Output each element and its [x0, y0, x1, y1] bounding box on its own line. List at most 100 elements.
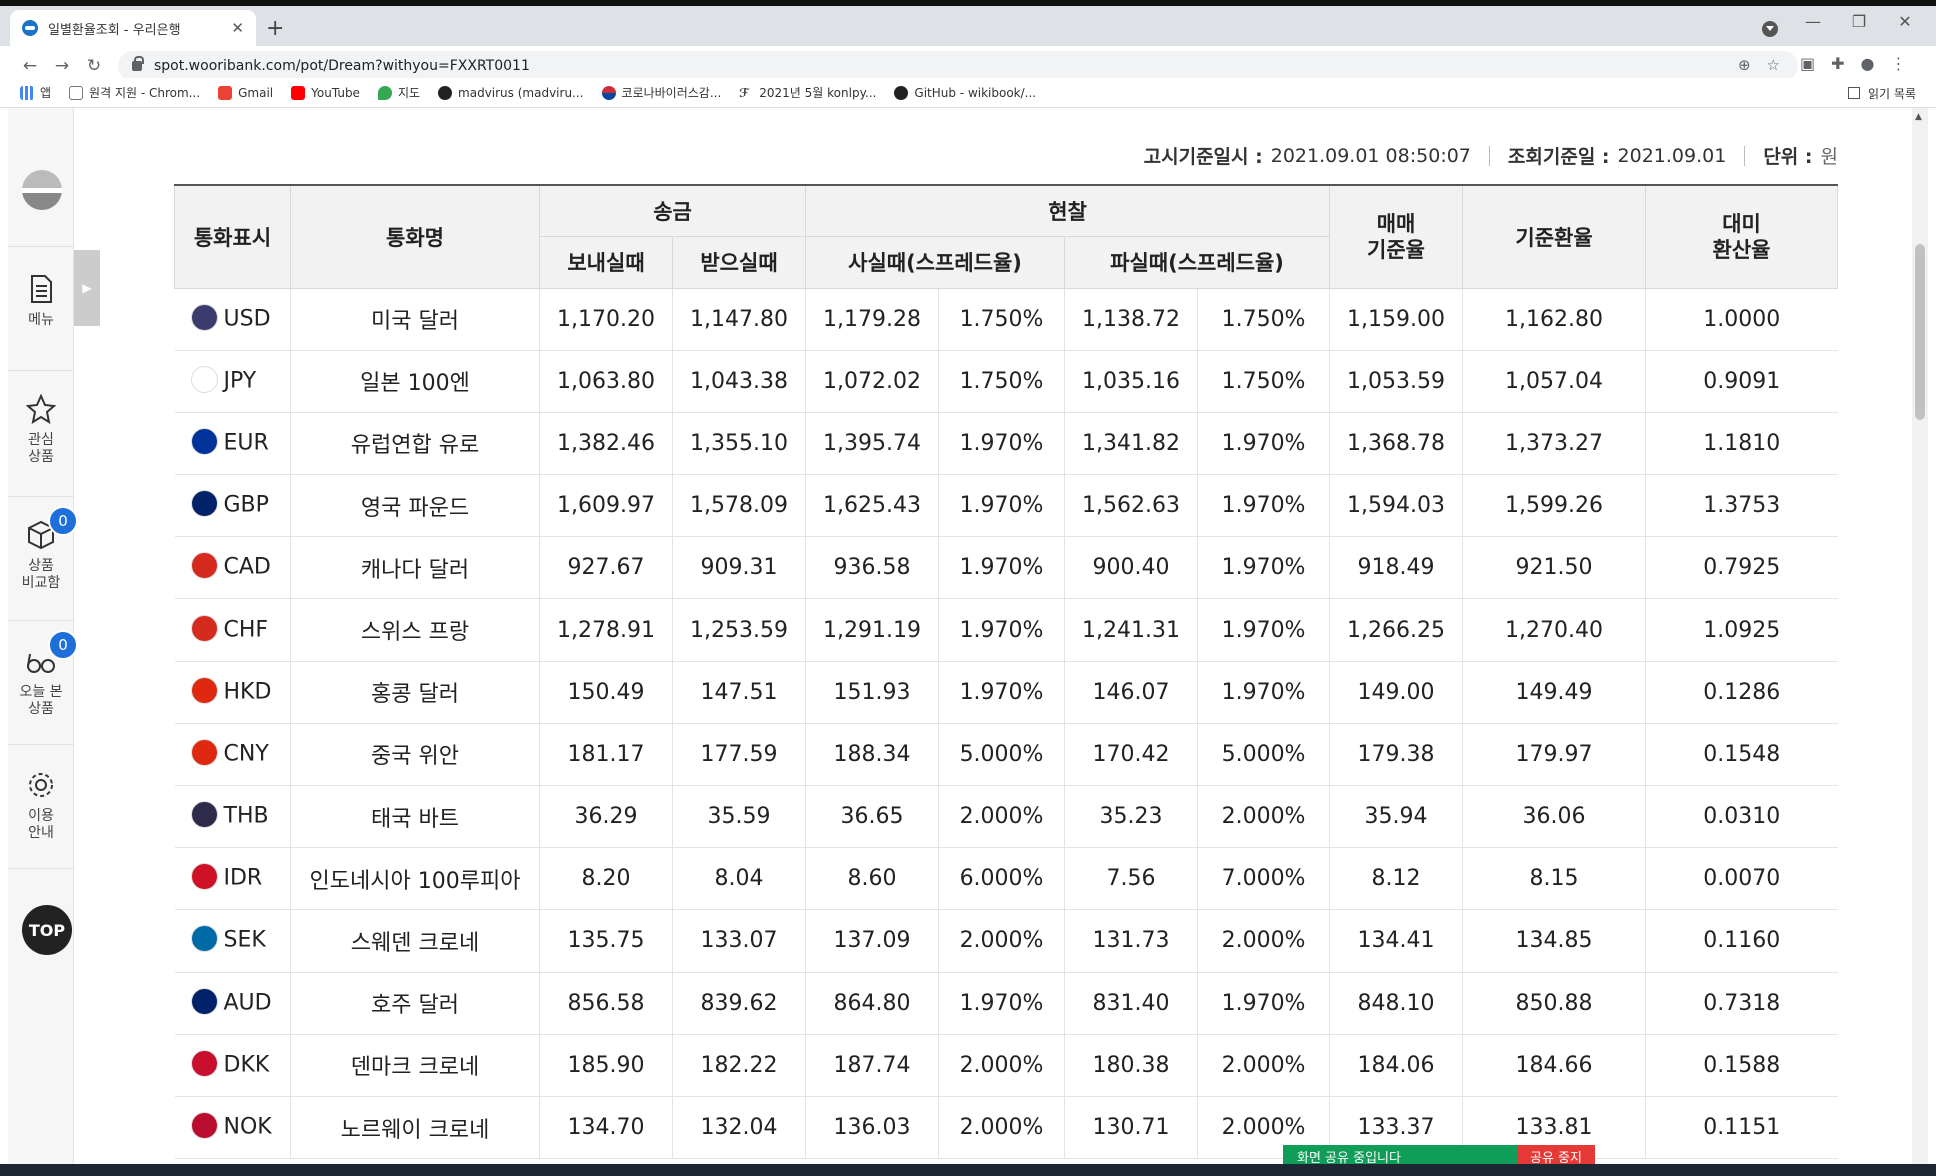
- rail-menu[interactable]: 메뉴: [8, 274, 74, 329]
- rate-cell-usd: 0.1151: [1645, 1096, 1838, 1160]
- tab-search-icon[interactable]: [1762, 21, 1778, 37]
- window-close-icon[interactable]: ✕: [1898, 12, 1912, 31]
- rate-cell-buy_sp: 1.750%: [938, 288, 1065, 351]
- notice-time-label: 고시기준일시 :: [1143, 146, 1263, 168]
- back-icon[interactable]: ←: [22, 56, 38, 76]
- rate-cell-sell: 1,241.31: [1064, 598, 1198, 662]
- rate-cell-sell_sp: 2.000%: [1197, 909, 1330, 973]
- bookmark-star-icon[interactable]: ☆: [1766, 56, 1780, 74]
- browser-toolbar: ← → ↻ spot.wooribank.com/pot/Dream?withy…: [0, 46, 1936, 86]
- rate-cell-send: 181.17: [539, 723, 673, 787]
- close-tab-icon[interactable]: ✕: [231, 19, 244, 37]
- bookmark-remote-support[interactable]: 원격 지원 - Chrom...: [69, 84, 200, 101]
- currency-code-cell: GBP: [174, 474, 291, 538]
- rate-cell-base: 149.49: [1462, 661, 1646, 724]
- rail-compare[interactable]: 상품 비교함: [8, 520, 74, 592]
- url-text: spot.wooribank.com/pot/Dream?withyou=FXX…: [154, 58, 530, 74]
- rate-cell-buy: 1,395.74: [805, 412, 939, 476]
- header-buy-spread: 사실때(스프레드율): [805, 235, 1066, 289]
- bookmark-apps[interactable]: 앱: [20, 84, 51, 101]
- rate-cell-usd: 0.7925: [1645, 536, 1838, 600]
- rail-recently-viewed[interactable]: 오늘 본 상품: [8, 646, 74, 718]
- more-menu-icon[interactable]: ⋮: [1890, 54, 1907, 73]
- bookmark-gmail[interactable]: Gmail: [218, 85, 273, 100]
- bookmarks-bar: 앱 원격 지원 - Chrom... Gmail YouTube 지도 madv…: [0, 78, 1936, 108]
- rate-cell-sell_sp: 1.970%: [1197, 972, 1330, 1035]
- table-row: CNY 중국 위안 181.17 177.59 188.34 5.000% 170.42 5.…: [174, 723, 1838, 787]
- table-row: AUD 호주 달러 856.58 839.62 864.80 1.970% 831.40 1.…: [174, 972, 1838, 1035]
- rate-cell-usd: 1.0000: [1645, 288, 1838, 351]
- bookmark-youtube[interactable]: YouTube: [291, 85, 360, 100]
- bookmark-github-wikibook[interactable]: GitHub - wikibook/...: [894, 85, 1036, 100]
- rate-cell-sell_sp: 2.000%: [1197, 1034, 1330, 1097]
- rate-cell-buy: 137.09: [805, 909, 939, 973]
- rate-cell-send: 8.20: [539, 847, 673, 911]
- table-row: CHF 스위스 프랑 1,278.91 1,253.59 1,291.19 1.970% 1…: [174, 598, 1838, 662]
- bookmark-maps[interactable]: 지도: [377, 84, 420, 101]
- rate-cell-buy_sp: 1.970%: [938, 536, 1065, 600]
- rate-cell-buy: 8.60: [805, 847, 939, 911]
- header-receive: 받으실때: [671, 235, 807, 289]
- rate-cell-usd: 0.0070: [1645, 847, 1838, 911]
- browser-tab[interactable]: 일별환율조회 - 우리은행 ✕: [10, 10, 256, 46]
- stop-share-button[interactable]: 공유 중지: [1517, 1145, 1595, 1167]
- address-bar[interactable]: spot.wooribank.com/pot/Dream?withyou=FXX…: [118, 51, 1798, 81]
- new-tab-button[interactable]: +: [266, 16, 285, 41]
- rail-guide[interactable]: 이용 안내: [8, 770, 74, 842]
- page-scrollbar[interactable]: ▲: [1912, 108, 1928, 1164]
- rate-cell-sell_sp: 1.970%: [1197, 474, 1330, 538]
- rate-rows: USD 미국 달러 1,170.20 1,147.80 1,179.28 1.750% 1,…: [174, 288, 1838, 1160]
- rate-cell-usd: 0.0310: [1645, 785, 1838, 849]
- rate-cell-sell: 170.42: [1064, 723, 1198, 787]
- rate-cell-buy: 1,179.28: [805, 288, 939, 351]
- rail-favorites-label: 관심 상품: [28, 432, 54, 465]
- rate-cell-base: 1,057.04: [1462, 350, 1646, 413]
- minimize-icon[interactable]: —: [1805, 12, 1821, 31]
- restore-icon[interactable]: ❐: [1851, 12, 1867, 31]
- rate-cell-usd: 0.1588: [1645, 1034, 1838, 1097]
- rate-cell-sell: 35.23: [1064, 785, 1198, 849]
- cast-icon[interactable]: ▣: [1800, 54, 1816, 73]
- currency-name: 스위스 프랑: [290, 598, 540, 662]
- scroll-top-button[interactable]: TOP: [22, 905, 72, 955]
- zoom-icon[interactable]: ⊕: [1737, 56, 1751, 74]
- rail-favorites[interactable]: 관심 상품: [8, 393, 74, 466]
- rate-cell-usd: 1.1810: [1645, 412, 1838, 476]
- flag-usd-icon: [190, 303, 218, 331]
- currency-name: 캐나다 달러: [290, 536, 540, 600]
- rate-cell-send: 1,063.80: [539, 350, 673, 413]
- rate-cell-recv: 177.59: [671, 723, 806, 787]
- rate-cell-buy: 1,291.19: [805, 598, 939, 662]
- reading-list[interactable]: 읽기 목록: [1848, 78, 1916, 108]
- header-base-rate: 기준환율: [1462, 184, 1647, 289]
- flag-dkk-icon: [190, 1049, 218, 1077]
- rate-meta-info: 고시기준일시 : 2021.09.01 08:50:07 조회기준일 : 202…: [1144, 142, 1838, 169]
- rate-cell-sell: 180.38: [1064, 1034, 1198, 1097]
- rate-cell-buy_sp: 6.000%: [938, 847, 1065, 911]
- rate-cell-recv: 182.22: [671, 1034, 806, 1097]
- scroll-up-icon[interactable]: ▲: [1915, 112, 1922, 122]
- rate-cell-recv: 909.31: [671, 536, 806, 600]
- currency-code-cell: JPY: [174, 350, 291, 413]
- woori-logo[interactable]: [22, 170, 62, 210]
- currency-code: THB: [223, 803, 269, 829]
- table-row: USD 미국 달러 1,170.20 1,147.80 1,179.28 1.750% 1,…: [174, 288, 1838, 351]
- profile-icon[interactable]: ●: [1860, 54, 1875, 73]
- forward-icon[interactable]: →: [54, 56, 70, 76]
- rate-cell-recv: 1,147.80: [671, 288, 806, 351]
- rail-expand-toggle[interactable]: ▶: [74, 250, 100, 326]
- extensions-icon[interactable]: ✚: [1831, 54, 1845, 73]
- currency-code-cell: SEK: [174, 909, 291, 973]
- lock-icon: [132, 56, 144, 71]
- bookmark-konlpy[interactable]: ℱ 2021년 5월 konlpy...: [739, 85, 877, 101]
- scroll-thumb[interactable]: [1915, 244, 1925, 420]
- table-row: CAD 캐나다 달러 927.67 909.31 936.58 1.970% 900.40 1…: [174, 536, 1838, 600]
- rate-cell-sell: 1,562.63: [1064, 474, 1198, 538]
- header-sell-spread: 파실때(스프레드율): [1064, 235, 1331, 289]
- bookmark-corona[interactable]: 코로나바이러스감...: [601, 84, 721, 101]
- reload-icon[interactable]: ↻: [86, 56, 102, 76]
- rate-cell-trade: 1,266.25: [1329, 598, 1463, 662]
- rate-cell-buy_sp: 2.000%: [938, 1034, 1065, 1097]
- currency-code-cell: IDR: [174, 847, 291, 911]
- bookmark-madvirus[interactable]: madvirus (madviru...: [438, 85, 584, 100]
